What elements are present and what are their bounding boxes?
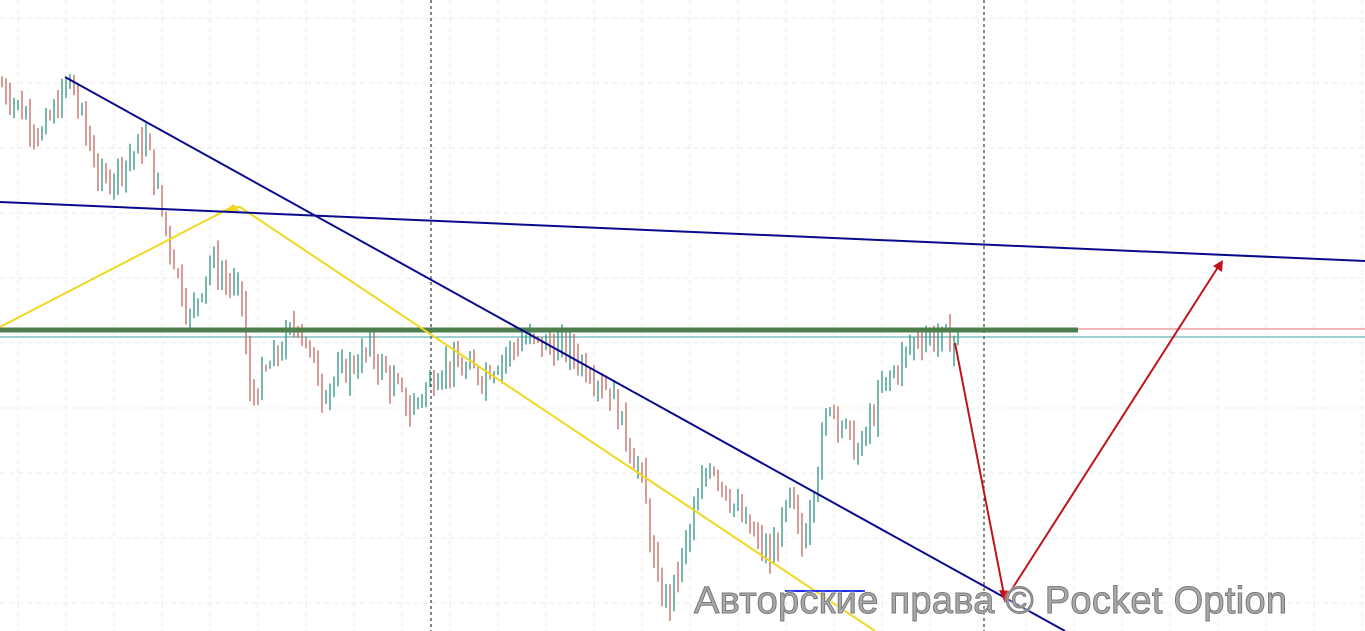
trend-line-descending — [64, 76, 1066, 631]
arrow-head-up — [1213, 260, 1223, 272]
pattern-line-yellow — [0, 206, 876, 631]
arrow-head-down — [999, 590, 1012, 603]
watermark: Авторские права © Pocket Option — [693, 580, 1288, 623]
pattern-apex-marker — [226, 204, 240, 211]
trend-line-horizontal — [0, 201, 1365, 262]
forecast-arrow — [954, 263, 1221, 603]
